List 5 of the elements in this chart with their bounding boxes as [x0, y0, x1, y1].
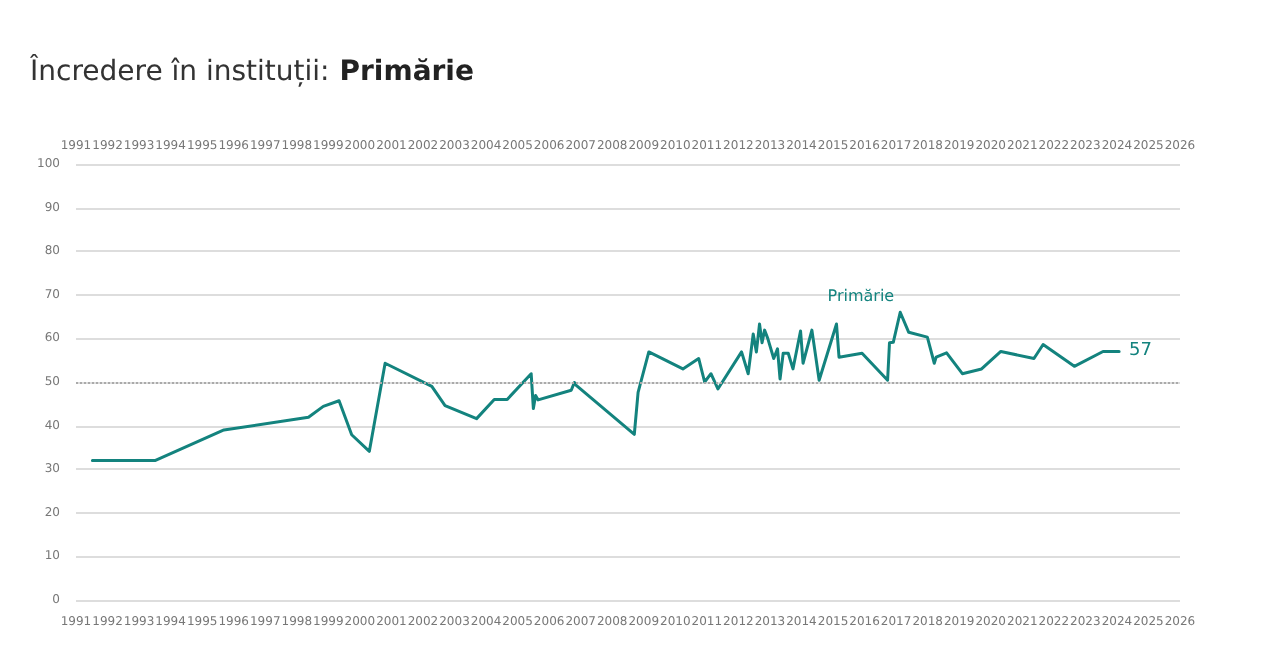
- data-label: 57: [1129, 341, 1153, 362]
- series-label: Primărie: [827, 287, 895, 306]
- chart-title: Încredere în instituții:: [30, 54, 330, 88]
- chart-subtitle: Primărie: [339, 56, 474, 88]
- line-series: [90, 310, 1121, 462]
